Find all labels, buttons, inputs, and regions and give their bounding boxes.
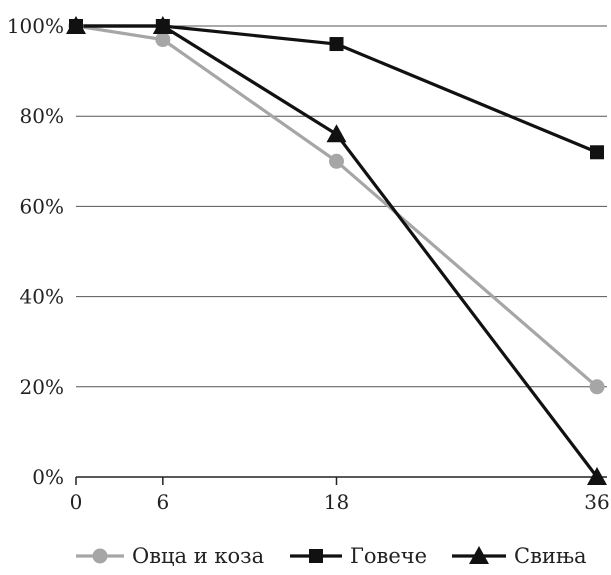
gridlines: [76, 25, 607, 388]
series-line-triangle: [76, 24, 599, 478]
series-line-circle: [75, 24, 599, 389]
axes: 0% 20% 40% 60% 80% 100% 0 6 18 36: [7, 14, 610, 514]
data-point-circle: [155, 32, 171, 48]
data-point-circle: [329, 153, 344, 169]
legend-marker-triangle: [469, 546, 489, 564]
data-point-square: [69, 19, 83, 33]
data-point-square: [155, 19, 170, 33]
x-tick-label: 0: [70, 490, 83, 514]
y-tick-label: 40%: [20, 285, 64, 309]
legend-marker-circle: [92, 548, 108, 564]
y-tick-label: 80%: [20, 104, 64, 128]
x-tick-label: 6: [156, 490, 169, 514]
data-point-triangle: [587, 467, 607, 485]
legend-marker-square: [309, 549, 323, 563]
data-point-square: [329, 37, 344, 52]
series-lines: [66, 16, 607, 485]
series-line-square: [76, 24, 598, 154]
x-tick-label: 36: [584, 490, 609, 514]
y-tick-label: 20%: [20, 375, 64, 399]
data-point-triangle: [326, 124, 347, 143]
x-tick-label: 18: [324, 490, 349, 514]
y-tick-label: 60%: [20, 194, 64, 218]
data-point-square: [590, 145, 604, 160]
y-tick-label: 100%: [7, 14, 64, 38]
data-point-circle: [589, 379, 605, 395]
legend-label: Говече: [350, 544, 427, 568]
legend: Овца и коза Говече Свиња: [76, 544, 586, 568]
legend-label: Свиња: [514, 544, 586, 568]
legend-label: Овца и коза: [132, 544, 264, 568]
y-tick-label: 0%: [32, 465, 64, 489]
